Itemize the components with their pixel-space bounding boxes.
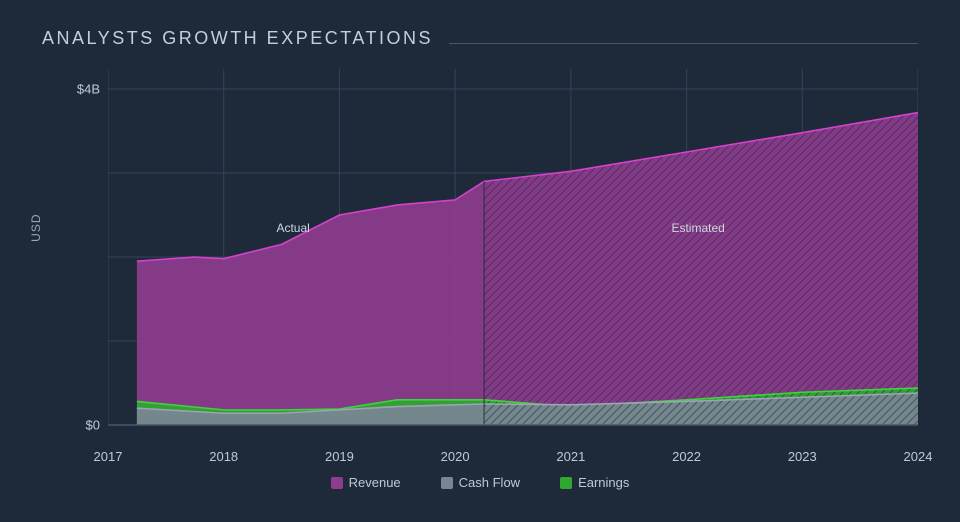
x-tick: 2019 bbox=[325, 449, 354, 464]
chart-title: ANALYSTS GROWTH EXPECTATIONS bbox=[42, 28, 433, 49]
x-tick: 2023 bbox=[788, 449, 817, 464]
title-row: ANALYSTS GROWTH EXPECTATIONS bbox=[42, 28, 918, 49]
title-underline bbox=[449, 43, 918, 44]
y-axis: $4B $0 bbox=[42, 55, 108, 443]
legend-cashflow: Cash Flow bbox=[441, 475, 520, 490]
y-axis-label: USD bbox=[29, 213, 43, 241]
plot-area: Actual Estimated bbox=[108, 55, 918, 443]
x-tick: 2024 bbox=[904, 449, 933, 464]
chart-container: ANALYSTS GROWTH EXPECTATIONS USD $4B $0 … bbox=[0, 0, 960, 510]
x-tick: 2017 bbox=[94, 449, 123, 464]
legend-revenue: Revenue bbox=[331, 475, 401, 490]
y-tick-bottom: $0 bbox=[86, 418, 100, 433]
x-tick: 2022 bbox=[672, 449, 701, 464]
y-tick-top: $4B bbox=[77, 82, 100, 97]
legend-earnings: Earnings bbox=[560, 475, 629, 490]
legend: Revenue Cash Flow Earnings bbox=[42, 475, 918, 490]
legend-label-revenue: Revenue bbox=[349, 475, 401, 490]
plot-wrap: USD $4B $0 Actual Estimated bbox=[42, 55, 918, 443]
legend-label-cashflow: Cash Flow bbox=[459, 475, 520, 490]
x-tick: 2020 bbox=[441, 449, 470, 464]
x-tick: 2021 bbox=[556, 449, 585, 464]
x-tick: 2018 bbox=[209, 449, 238, 464]
x-axis: 20172018201920202021202220232024 bbox=[108, 443, 918, 467]
legend-box-cashflow bbox=[441, 477, 453, 489]
legend-box-revenue bbox=[331, 477, 343, 489]
legend-label-earnings: Earnings bbox=[578, 475, 629, 490]
chart-svg bbox=[108, 55, 918, 443]
legend-box-earnings bbox=[560, 477, 572, 489]
